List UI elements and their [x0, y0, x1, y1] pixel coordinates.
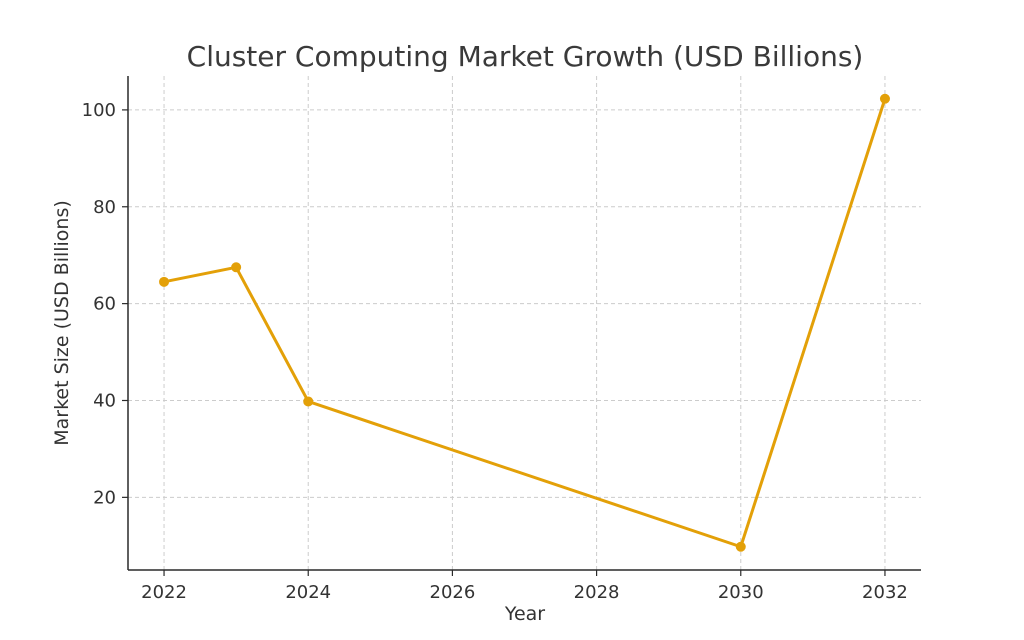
- x-tick-label: 2026: [430, 582, 476, 603]
- y-tick-label: 60: [93, 294, 116, 315]
- y-tick-label: 40: [93, 390, 116, 411]
- series-layer: [159, 93, 890, 552]
- y-tick-label: 20: [93, 487, 116, 508]
- x-axis-label: Year: [504, 603, 545, 625]
- data-point: [231, 262, 242, 273]
- axes-layer: [127, 76, 921, 571]
- x-tick-label: 2022: [141, 582, 187, 603]
- y-tick-label: 80: [93, 197, 116, 218]
- data-point: [735, 541, 746, 552]
- series-line: [162, 97, 887, 549]
- chart-title: Cluster Computing Market Growth (USD Bil…: [187, 40, 864, 73]
- y-tick-label: 100: [82, 100, 116, 121]
- x-tick-label: 2024: [285, 582, 331, 603]
- x-tick-label: 2030: [718, 582, 764, 603]
- x-tick-label: 2028: [574, 582, 620, 603]
- grid-layer: [128, 76, 921, 570]
- data-point: [159, 276, 170, 287]
- ticks-layer: 2022 2024 2026 2028 2030 2032 20 40 60 80 100: [82, 100, 908, 603]
- y-axis-label: Market Size (USD Billions): [51, 200, 73, 446]
- data-point: [879, 93, 890, 104]
- x-tick-label: 2032: [862, 582, 908, 603]
- data-point: [303, 396, 314, 407]
